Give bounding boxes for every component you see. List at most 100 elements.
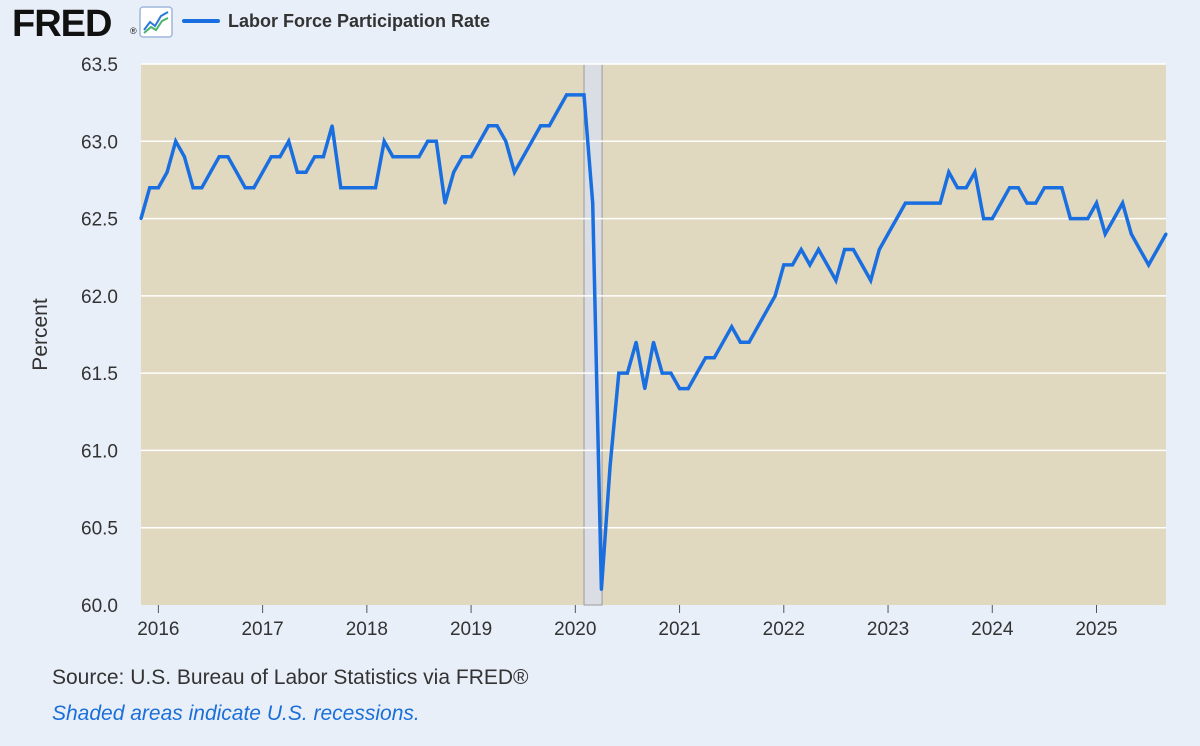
data-point	[530, 139, 534, 143]
data-point	[625, 371, 629, 375]
y-tick-label: 60.0	[81, 596, 118, 617]
data-point	[313, 155, 317, 159]
data-point	[591, 201, 595, 205]
data-point	[1112, 217, 1116, 221]
data-point	[556, 108, 560, 112]
data-point	[217, 155, 221, 159]
data-point	[261, 170, 265, 174]
data-point	[721, 340, 725, 344]
data-point	[278, 155, 282, 159]
data-point	[513, 170, 517, 174]
data-point	[1138, 247, 1142, 251]
data-point	[860, 263, 864, 267]
fred-logo[interactable]: FRED	[12, 3, 112, 45]
x-tick-label: 2021	[658, 619, 700, 640]
data-point	[982, 217, 986, 221]
data-point	[617, 371, 621, 375]
data-point	[782, 263, 786, 267]
data-point	[165, 170, 169, 174]
data-point	[426, 139, 430, 143]
data-point	[1095, 201, 1099, 205]
data-point	[208, 170, 212, 174]
data-point	[434, 139, 438, 143]
data-point	[834, 278, 838, 282]
data-point	[330, 124, 334, 128]
data-point	[374, 186, 378, 190]
data-point	[365, 186, 369, 190]
data-point	[634, 340, 638, 344]
data-point	[400, 155, 404, 159]
data-point	[382, 139, 386, 143]
x-tick-label: 2017	[241, 619, 283, 640]
data-point	[912, 201, 916, 205]
data-point	[1042, 186, 1046, 190]
data-point	[843, 247, 847, 251]
data-point	[686, 387, 690, 391]
data-point	[443, 201, 447, 205]
y-tick-label: 61.5	[81, 364, 118, 385]
x-tick-label: 2025	[1075, 619, 1117, 640]
data-point	[695, 371, 699, 375]
data-point	[521, 155, 525, 159]
data-point	[486, 124, 490, 128]
data-point	[817, 247, 821, 251]
data-point	[1121, 201, 1125, 205]
data-point	[790, 263, 794, 267]
data-point	[356, 186, 360, 190]
data-point	[999, 201, 1003, 205]
data-point	[417, 155, 421, 159]
x-tick-label: 2024	[971, 619, 1014, 640]
data-point	[539, 124, 543, 128]
data-point	[1008, 186, 1012, 190]
data-point	[339, 186, 343, 190]
x-tick-label: 2022	[763, 619, 805, 640]
data-point	[408, 155, 412, 159]
data-point	[1051, 186, 1055, 190]
recession-note: Shaded areas indicate U.S. recessions.	[52, 702, 420, 725]
data-point	[148, 186, 152, 190]
x-tick-label: 2018	[346, 619, 388, 640]
data-point	[730, 325, 734, 329]
data-point	[825, 263, 829, 267]
data-point	[921, 201, 925, 205]
data-point	[877, 247, 881, 251]
data-point	[851, 247, 855, 251]
data-point	[547, 124, 551, 128]
x-tick-label: 2023	[867, 619, 909, 640]
data-point	[886, 232, 890, 236]
data-point	[660, 371, 664, 375]
data-point	[200, 186, 204, 190]
data-point	[973, 170, 977, 174]
source-text: Source: U.S. Bureau of Labor Statistics …	[52, 666, 529, 689]
data-point	[321, 155, 325, 159]
data-point	[478, 139, 482, 143]
data-point	[990, 217, 994, 221]
data-point	[295, 170, 299, 174]
x-tick-label: 2016	[137, 619, 179, 640]
y-tick-label: 61.0	[81, 441, 118, 462]
data-point	[252, 186, 256, 190]
data-point	[573, 93, 577, 97]
data-point	[304, 170, 308, 174]
data-point	[1103, 232, 1107, 236]
data-point	[1068, 217, 1072, 221]
data-point	[1025, 201, 1029, 205]
y-tick-label: 63.5	[81, 55, 118, 76]
data-point	[191, 186, 195, 190]
data-point	[704, 356, 708, 360]
data-point	[1164, 232, 1168, 236]
data-point	[1129, 232, 1133, 236]
data-point	[678, 387, 682, 391]
data-point	[139, 217, 143, 221]
data-point	[1086, 217, 1090, 221]
data-point	[599, 588, 603, 592]
data-point	[1147, 263, 1151, 267]
data-point	[1034, 201, 1038, 205]
data-point	[773, 294, 777, 298]
data-point	[269, 155, 273, 159]
data-point	[182, 155, 186, 159]
data-point	[938, 201, 942, 205]
trend-line-chart-icon[interactable]	[139, 6, 173, 38]
data-point	[235, 170, 239, 174]
